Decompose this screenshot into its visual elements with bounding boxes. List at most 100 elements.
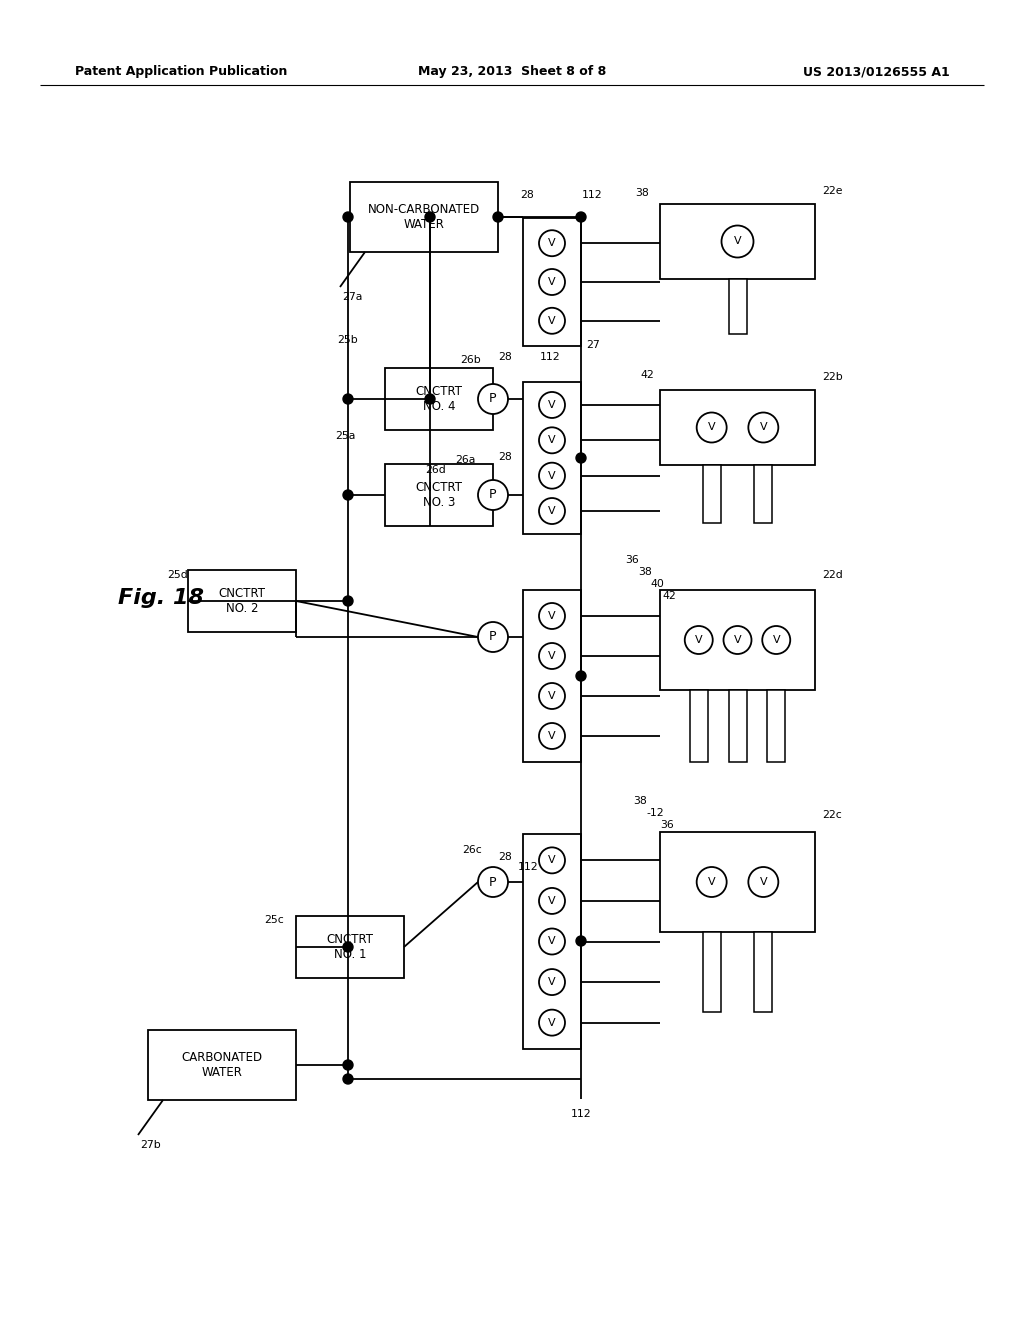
Circle shape xyxy=(539,498,565,524)
Text: 25d: 25d xyxy=(167,570,188,579)
Circle shape xyxy=(539,230,565,256)
Text: V: V xyxy=(708,876,716,887)
Circle shape xyxy=(539,308,565,334)
Circle shape xyxy=(343,942,353,952)
Text: P: P xyxy=(489,392,497,405)
Text: V: V xyxy=(548,315,556,326)
Circle shape xyxy=(343,490,353,500)
Circle shape xyxy=(539,428,565,453)
Text: 112: 112 xyxy=(540,352,560,362)
Text: V: V xyxy=(548,896,556,906)
Circle shape xyxy=(575,213,586,222)
Circle shape xyxy=(724,626,752,653)
Circle shape xyxy=(749,412,778,442)
Text: 38: 38 xyxy=(633,796,647,807)
Text: V: V xyxy=(760,876,767,887)
Text: V: V xyxy=(760,422,767,433)
Text: 27a: 27a xyxy=(342,292,362,302)
Circle shape xyxy=(696,412,727,442)
Bar xyxy=(523,218,581,346)
Text: 26c: 26c xyxy=(462,845,481,855)
Bar xyxy=(188,570,296,632)
Text: V: V xyxy=(548,651,556,661)
Circle shape xyxy=(539,603,565,630)
Circle shape xyxy=(539,1010,565,1036)
Text: V: V xyxy=(548,238,556,248)
Bar xyxy=(702,932,721,1012)
Text: 36: 36 xyxy=(660,820,674,830)
Circle shape xyxy=(425,393,435,404)
Circle shape xyxy=(762,626,791,653)
Text: V: V xyxy=(733,635,741,645)
Circle shape xyxy=(539,463,565,488)
Circle shape xyxy=(539,269,565,294)
Bar xyxy=(523,590,581,762)
Bar xyxy=(660,832,815,932)
Text: V: V xyxy=(548,506,556,516)
Circle shape xyxy=(478,867,508,898)
Text: 26d: 26d xyxy=(425,465,446,475)
Circle shape xyxy=(722,226,754,257)
Circle shape xyxy=(343,213,353,222)
Bar xyxy=(296,916,404,978)
Bar xyxy=(728,690,746,762)
Text: V: V xyxy=(772,635,780,645)
Text: V: V xyxy=(548,690,556,701)
Text: V: V xyxy=(548,436,556,445)
Text: -12: -12 xyxy=(646,808,664,818)
Bar xyxy=(690,690,708,762)
Bar xyxy=(660,590,815,690)
Bar xyxy=(385,465,493,525)
Bar xyxy=(728,279,746,334)
Circle shape xyxy=(696,867,727,898)
Circle shape xyxy=(425,213,435,222)
Text: 28: 28 xyxy=(498,451,512,462)
Bar xyxy=(767,690,785,762)
Text: 38: 38 xyxy=(635,187,649,198)
Text: 22b: 22b xyxy=(822,372,843,381)
Text: V: V xyxy=(548,471,556,480)
Text: V: V xyxy=(548,936,556,946)
Circle shape xyxy=(539,682,565,709)
Text: 42: 42 xyxy=(640,370,653,380)
Text: 27b: 27b xyxy=(140,1140,161,1150)
Circle shape xyxy=(539,847,565,874)
Text: Patent Application Publication: Patent Application Publication xyxy=(75,66,288,78)
Circle shape xyxy=(575,671,586,681)
Text: CNCTRT
NO. 1: CNCTRT NO. 1 xyxy=(327,933,374,961)
Text: V: V xyxy=(695,635,702,645)
Text: 112: 112 xyxy=(570,1109,591,1119)
Circle shape xyxy=(685,626,713,653)
Circle shape xyxy=(478,622,508,652)
Bar xyxy=(755,465,772,523)
Bar xyxy=(385,368,493,430)
Circle shape xyxy=(539,723,565,748)
Text: P: P xyxy=(489,488,497,502)
Text: 112: 112 xyxy=(518,862,539,873)
Text: 22c: 22c xyxy=(822,810,842,820)
Text: 25b: 25b xyxy=(337,335,358,345)
Text: V: V xyxy=(708,422,716,433)
Bar xyxy=(660,205,815,279)
Text: V: V xyxy=(548,855,556,866)
Text: 25c: 25c xyxy=(264,915,284,925)
Text: 28: 28 xyxy=(498,352,512,362)
Bar xyxy=(660,389,815,465)
Bar xyxy=(755,932,772,1012)
Circle shape xyxy=(343,1074,353,1084)
Text: P: P xyxy=(489,631,497,644)
Text: 26b: 26b xyxy=(460,355,480,366)
Text: CNCTRT
NO. 3: CNCTRT NO. 3 xyxy=(416,480,463,510)
Text: V: V xyxy=(548,977,556,987)
Text: CNCTRT
NO. 2: CNCTRT NO. 2 xyxy=(218,587,265,615)
Bar xyxy=(523,381,581,535)
Text: 22d: 22d xyxy=(822,570,843,579)
Circle shape xyxy=(539,392,565,418)
Circle shape xyxy=(478,480,508,510)
Text: V: V xyxy=(548,731,556,741)
Text: 112: 112 xyxy=(582,190,603,201)
Circle shape xyxy=(343,1060,353,1071)
Text: P: P xyxy=(489,875,497,888)
Text: 22e: 22e xyxy=(822,186,843,195)
Circle shape xyxy=(493,213,503,222)
